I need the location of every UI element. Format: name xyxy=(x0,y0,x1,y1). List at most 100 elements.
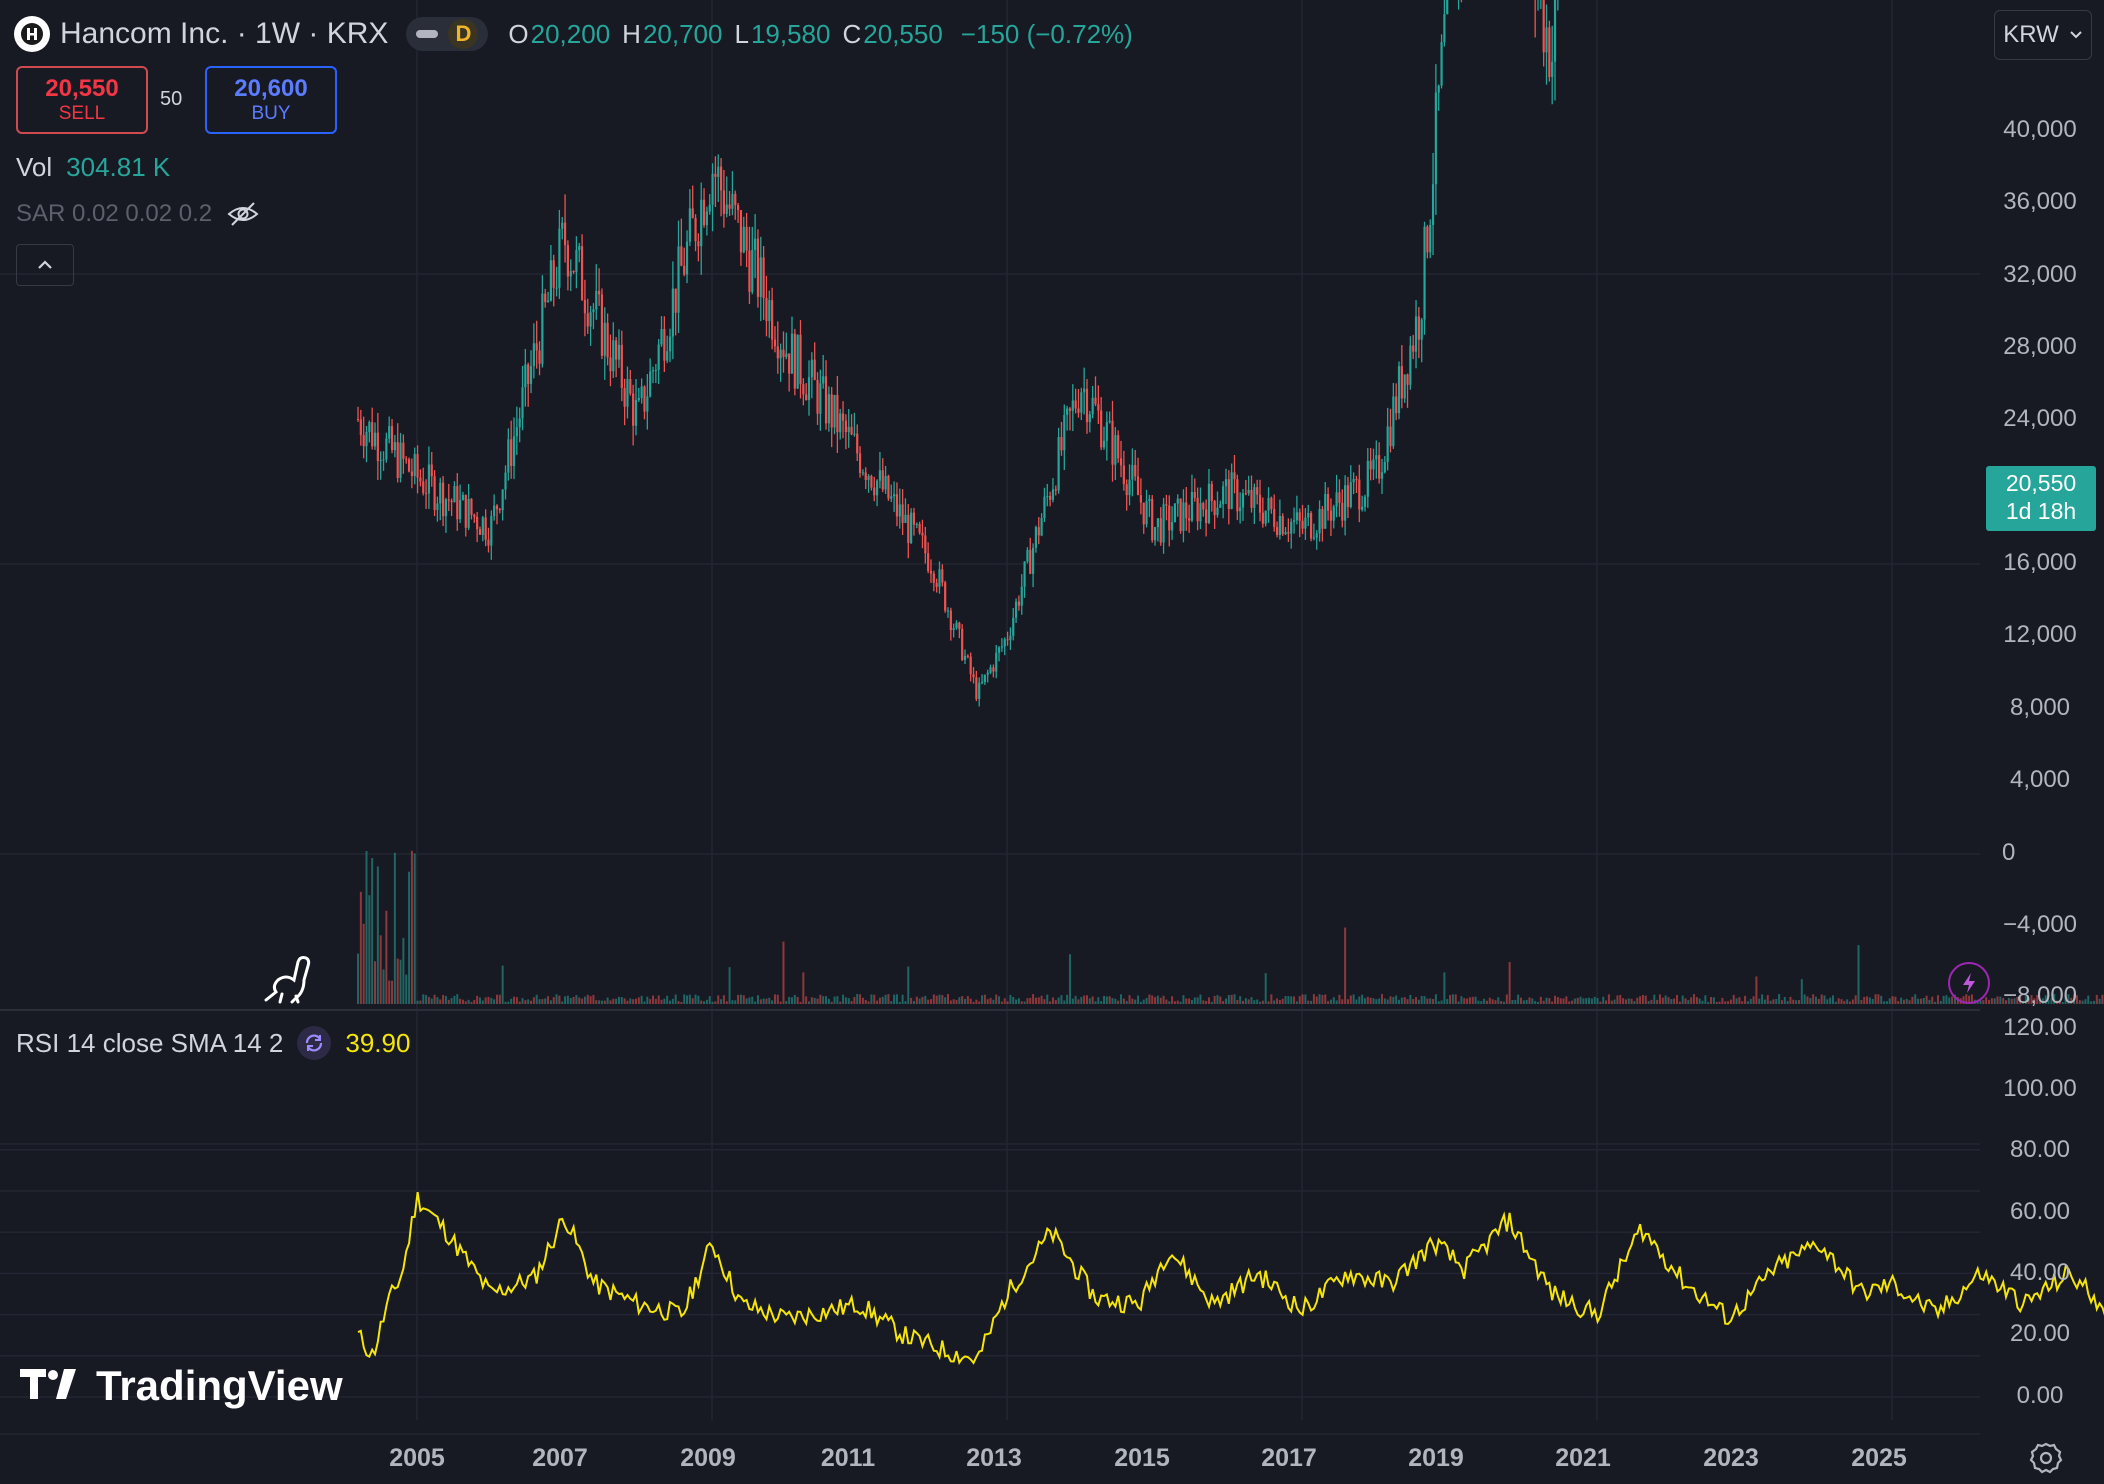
price-candle xyxy=(1190,491,1194,521)
volume-bar xyxy=(1449,995,1452,1004)
volume-bar xyxy=(1605,1000,1608,1004)
price-candle xyxy=(1014,601,1018,618)
price-candle xyxy=(1275,527,1279,535)
chevron-down-icon xyxy=(2070,31,2082,39)
volume-legend[interactable]: Vol 304.81 K xyxy=(16,152,170,183)
volume-bar xyxy=(1230,994,1233,1004)
price-candle xyxy=(666,351,669,361)
price-candle xyxy=(413,454,416,477)
symbol-title[interactable]: Hancom Inc. · 1W · KRX xyxy=(60,17,389,50)
volume-bar xyxy=(1304,994,1307,1004)
volume-bar xyxy=(1156,995,1159,1004)
price-candle xyxy=(1273,509,1276,528)
lightning-icon[interactable] xyxy=(1948,962,1990,1004)
volume-bar xyxy=(788,996,791,1004)
rsi-legend[interactable]: RSI 14 close SMA 14 2 39.90 xyxy=(16,1026,410,1060)
volume-bar xyxy=(859,994,862,1004)
price-candle xyxy=(745,226,748,251)
price-candle xyxy=(728,204,731,209)
volume-bar xyxy=(2090,1001,2093,1004)
volume-bar xyxy=(606,997,609,1004)
price-candle xyxy=(1063,415,1066,451)
eye-hidden-icon[interactable] xyxy=(226,201,260,227)
volume-bar xyxy=(748,997,751,1004)
price-candle xyxy=(1241,493,1245,508)
volume-bar xyxy=(901,994,904,1004)
price-candle xyxy=(447,499,450,501)
price-candle xyxy=(830,394,833,428)
price-candle xyxy=(1071,400,1074,411)
price-candle xyxy=(617,344,621,360)
buy-button[interactable]: 20,600 BUY xyxy=(205,66,337,134)
volume-bar xyxy=(501,965,504,1004)
volume-bar xyxy=(453,995,456,1004)
volume-bar xyxy=(1250,997,1253,1004)
price-candle xyxy=(467,498,470,528)
volume-bar xyxy=(564,996,567,1004)
volume-bar xyxy=(779,1001,782,1004)
volume-bar xyxy=(1233,994,1236,1004)
volume-bar xyxy=(1545,997,1548,1004)
price-candle xyxy=(646,396,649,412)
price-candle xyxy=(563,222,567,246)
price-candle xyxy=(459,499,462,520)
volume-bar xyxy=(535,994,538,1004)
market-status-pill[interactable]: D xyxy=(406,17,489,51)
volume-bar xyxy=(1803,994,1806,1004)
volume-bar xyxy=(1797,1000,1800,1004)
price-candle xyxy=(1301,520,1304,529)
collapse-legend-button[interactable] xyxy=(16,244,74,286)
volume-bar xyxy=(1619,994,1622,1004)
sar-legend[interactable]: SAR 0.02 0.02 0.2 xyxy=(16,200,260,228)
price-candle xyxy=(1173,503,1177,523)
price-candle xyxy=(1378,455,1381,479)
volume-bar xyxy=(2041,998,2044,1004)
price-candle xyxy=(527,364,530,384)
volume-bar xyxy=(552,997,555,1004)
volume-bar xyxy=(371,858,374,1004)
volume-bar xyxy=(1911,996,1914,1004)
price-candle xyxy=(410,471,413,477)
volume-bar xyxy=(1378,998,1381,1004)
currency-select[interactable]: KRW xyxy=(1994,10,2092,60)
price-candle xyxy=(1346,485,1350,507)
price-candle xyxy=(958,622,961,629)
refresh-icon[interactable] xyxy=(297,1026,332,1060)
price-candle xyxy=(1207,483,1211,523)
sell-button[interactable]: 20,550 SELL xyxy=(16,66,148,134)
settings-icon[interactable] xyxy=(2028,1440,2064,1476)
price-candle xyxy=(1369,460,1372,470)
volume-bar xyxy=(1185,998,1188,1004)
volume-bar xyxy=(2002,997,2005,1004)
price-candle xyxy=(615,340,618,360)
price-candle xyxy=(1383,461,1386,473)
price-candle xyxy=(983,674,986,683)
volume-bar xyxy=(910,997,913,1004)
volume-bar xyxy=(444,995,447,1004)
price-candle xyxy=(473,514,476,517)
volume-bar xyxy=(1389,996,1392,1004)
volume-bar xyxy=(819,994,822,1004)
tradingview-logo[interactable]: TradingView xyxy=(20,1362,343,1410)
volume-bar xyxy=(487,996,490,1004)
volume-bar xyxy=(1641,994,1644,1004)
volume-bar xyxy=(1213,995,1216,1004)
volume-bar xyxy=(1128,995,1131,1004)
volume-bar xyxy=(1548,998,1551,1004)
volume-bar xyxy=(825,996,828,1004)
volume-bar xyxy=(1752,996,1755,1004)
price-candle xyxy=(1244,493,1247,495)
volume-bar xyxy=(2019,995,2022,1004)
volume-bar xyxy=(1508,962,1511,1004)
price-candle xyxy=(390,426,394,451)
volume-bar xyxy=(1497,997,1500,1004)
volume-bar xyxy=(365,850,368,1004)
volume-bar xyxy=(637,997,640,1004)
volume-bar xyxy=(1554,995,1557,1004)
volume-bar xyxy=(674,994,677,1004)
price-candle xyxy=(1315,533,1318,538)
volume-bar xyxy=(2078,1000,2081,1004)
volume-bar xyxy=(408,871,411,1004)
volume-bar xyxy=(2047,1000,2050,1004)
